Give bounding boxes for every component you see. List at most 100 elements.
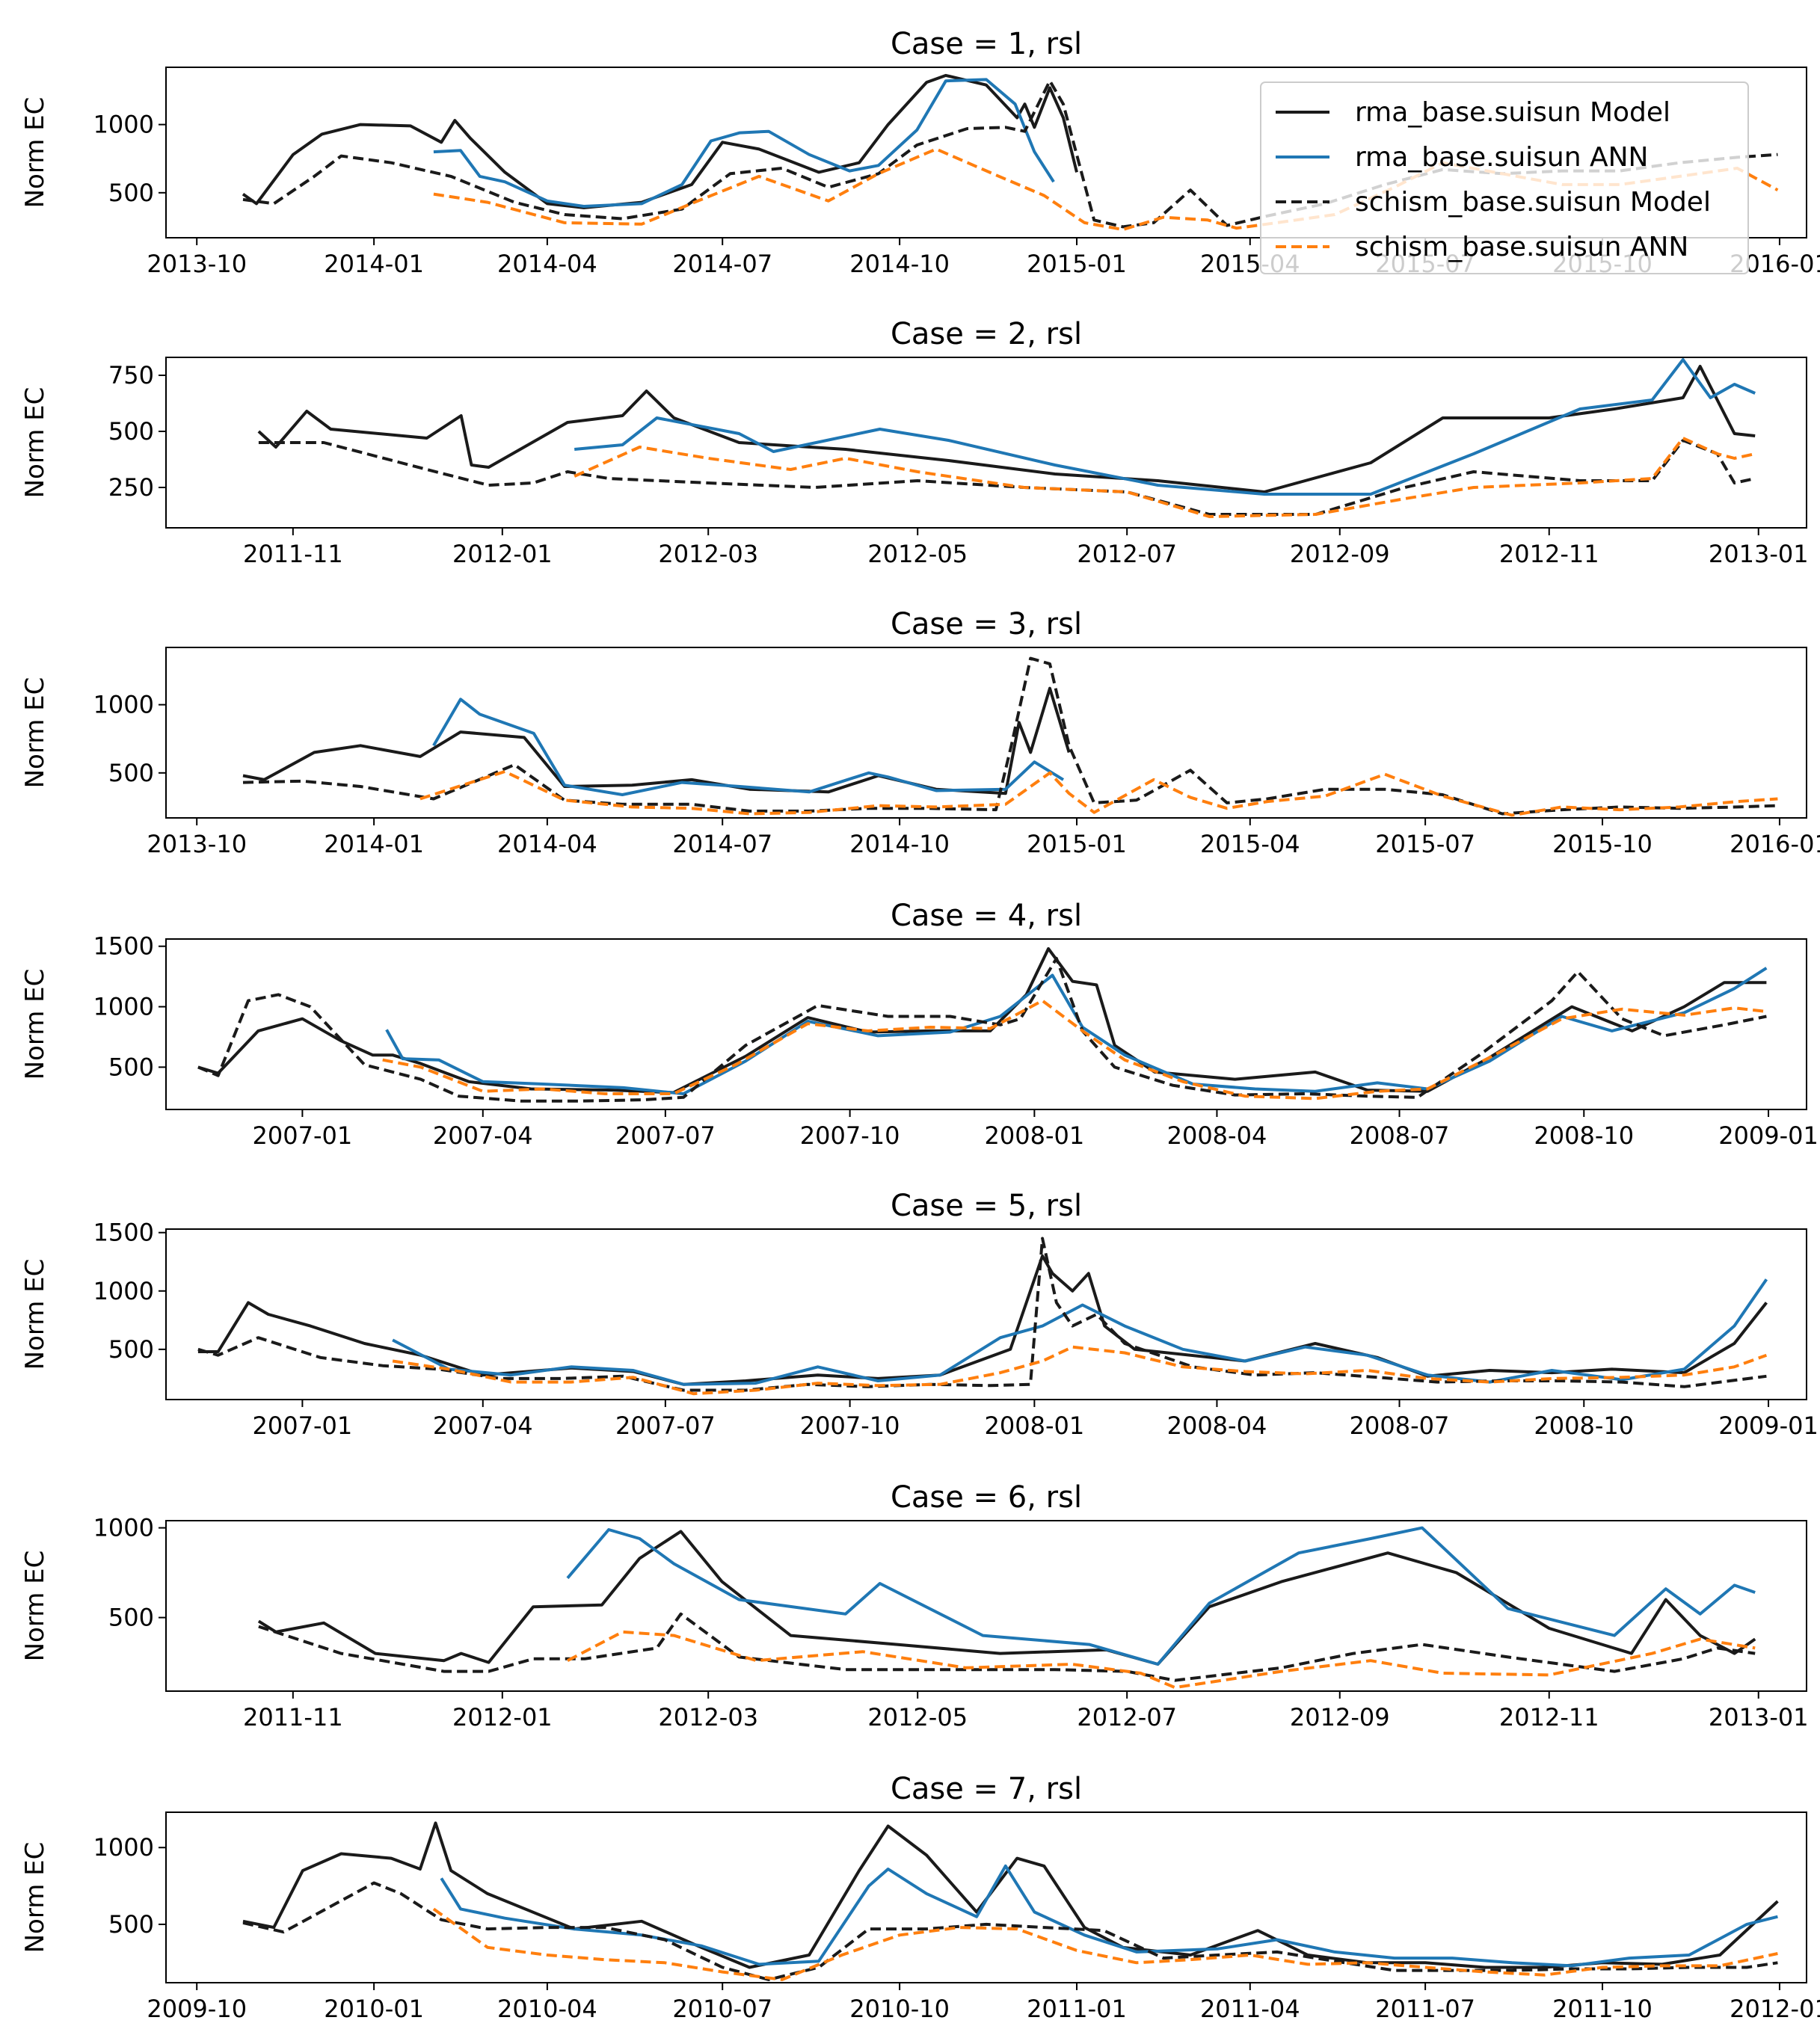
series-group: [257, 1526, 1756, 1690]
panel-7: Case = 7, rsl Norm EC 500 1000 2009-10 2010-0…: [20, 1772, 1820, 2023]
y-axis-label: Norm EC: [20, 969, 50, 1080]
axes-frame: [165, 67, 1807, 238]
series-group: [257, 358, 1756, 518]
axes-frame: [165, 938, 1807, 1110]
series-line-rma-base-suisun-ann: [566, 1526, 1756, 1666]
x-tick-label: 2015-01: [1027, 250, 1127, 278]
series-line-rma-base-suisun-model: [197, 1254, 1768, 1386]
series-line-rma-base-suisun-model: [257, 365, 1756, 493]
x-tick-label: 2012-07: [1077, 540, 1177, 568]
x-tick-label: 2011-07: [1375, 1995, 1475, 2023]
x-tick-label: 2013-01: [1709, 540, 1809, 568]
series-line-schism-base-suisun-ann: [382, 999, 1767, 1101]
x-tick-label: 2012-01: [452, 1703, 553, 1731]
y-tick-label: 750: [108, 361, 154, 390]
x-tick-label: 2007-04: [433, 1412, 533, 1440]
panel-6: Case = 6, rsl Norm EC 500 1000 2011-11 2012-0…: [20, 1480, 1809, 1731]
y-tick-label: 500: [108, 1335, 154, 1364]
x-tick-label: 2010-07: [672, 1995, 772, 2023]
x-tick-label: 2008-07: [1350, 1121, 1450, 1150]
axes-frame: [165, 357, 1807, 529]
y-tick-label: 1000: [93, 1514, 154, 1542]
x-tick-label: 2015-04: [1200, 830, 1300, 858]
legend: rma_base.suisun Model rma_base.suisun ANN…: [1260, 81, 1749, 274]
y-tick-label: 500: [108, 759, 154, 787]
x-tick-label: 2015-07: [1375, 830, 1475, 858]
y-axis-label: Norm EC: [20, 677, 50, 789]
panel-title: Case = 5, rsl: [891, 1189, 1082, 1223]
x-tick-label: 2009-10: [147, 1995, 247, 2023]
y-tick-label: 1000: [93, 111, 154, 139]
x-tick-label: 2009-01: [1718, 1412, 1819, 1440]
series-line-schism-base-suisun-ann: [392, 1345, 1768, 1396]
panel-2: Case = 2, rsl Norm EC 250 500 750 2011-11 2012…: [20, 317, 1809, 568]
x-tick-label: 2007-01: [253, 1412, 353, 1440]
y-axis-label: Norm EC: [20, 97, 50, 209]
series-line-rma-base-suisun-model: [242, 686, 1071, 795]
legend-box: [1260, 81, 1749, 274]
x-tick-label: 2012-05: [867, 1703, 968, 1731]
x-tick-label: 2014-07: [672, 830, 772, 858]
series-line-schism-base-suisun-model: [197, 1237, 1767, 1392]
x-tick-label: 2009-01: [1718, 1121, 1819, 1150]
y-tick-label: 250: [108, 473, 154, 502]
y-tick-label: 500: [108, 1053, 154, 1081]
y-axis-label: Norm EC: [20, 1842, 50, 1954]
y-axis-label: Norm EC: [20, 1259, 50, 1370]
y-tick-label: 1000: [93, 993, 154, 1021]
panel-title: Case = 3, rsl: [891, 607, 1082, 641]
series-line-rma-base-suisun-ann: [392, 1278, 1768, 1386]
x-tick-label: 2013-10: [147, 250, 247, 278]
x-tick-label: 2007-07: [615, 1121, 716, 1150]
x-tick-label: 2014-10: [849, 250, 950, 278]
panel-title: Case = 4, rsl: [891, 899, 1082, 933]
x-tick-label: 2014-10: [849, 830, 950, 858]
x-tick-label: 2007-07: [615, 1412, 716, 1440]
x-tick-label: 2007-10: [800, 1121, 900, 1150]
x-tick-label: 2016-01: [1730, 830, 1820, 858]
series-group: [242, 1821, 1779, 1981]
series-line-rma-base-suisun-model: [257, 1530, 1756, 1666]
x-tick-label: 2014-04: [497, 830, 597, 858]
x-tick-label: 2015-01: [1027, 830, 1127, 858]
x-tick-label: 2008-04: [1167, 1121, 1267, 1150]
series-line-schism-base-suisun-model: [258, 1612, 1756, 1682]
x-tick-label: 2007-10: [800, 1412, 900, 1440]
series-line-schism-base-suisun-model: [197, 956, 1767, 1103]
x-tick-label: 2012-03: [658, 540, 758, 568]
y-tick-label: 500: [108, 417, 154, 446]
panel-3: Case = 3, rsl Norm EC 500 1000 2013-10 2014-0…: [20, 607, 1820, 858]
x-tick-label: 2015-10: [1552, 830, 1653, 858]
series-line-rma-base-suisun-ann: [432, 698, 1065, 796]
y-tick-label: 500: [108, 1910, 154, 1939]
x-tick-label: 2012-11: [1499, 1703, 1599, 1731]
panel-5: Case = 5, rsl Norm EC 500 1000 1500 2007-01 20…: [20, 1189, 1819, 1440]
series-line-schism-base-suisun-model: [242, 1881, 1778, 1981]
series-line-schism-base-suisun-ann: [567, 1630, 1756, 1690]
y-tick-label: 1000: [93, 1833, 154, 1862]
series-group: [197, 1237, 1768, 1396]
x-tick-label: 2013-01: [1709, 1703, 1809, 1731]
panel-title: Case = 2, rsl: [891, 317, 1082, 351]
series-line-rma-base-suisun-ann: [433, 78, 1055, 208]
x-tick-label: 2008-07: [1350, 1412, 1450, 1440]
x-tick-label: 2010-10: [849, 1995, 950, 2023]
x-tick-label: 2013-10: [147, 830, 247, 858]
series-line-schism-base-suisun-ann: [419, 770, 1778, 817]
series-line-rma-base-suisun-model: [242, 73, 1078, 209]
x-tick-label: 2010-01: [324, 1995, 424, 2023]
series-line-schism-base-suisun-ann: [432, 1907, 1778, 1981]
series-line-rma-base-suisun-model: [242, 1821, 1779, 1969]
axes-frame: [165, 1228, 1807, 1400]
y-tick-label: 500: [108, 179, 154, 207]
y-axis-label: Norm EC: [20, 1551, 50, 1662]
x-tick-label: 2014-01: [324, 830, 424, 858]
series-line-schism-base-suisun-model: [242, 656, 1778, 816]
axes-frame: [165, 647, 1807, 819]
series-line-schism-base-suisun-ann: [574, 437, 1756, 518]
series-group: [197, 946, 1768, 1103]
x-tick-label: 2011-04: [1200, 1995, 1300, 2023]
x-tick-label: 2012-11: [1499, 540, 1599, 568]
y-tick-label: 500: [108, 1604, 154, 1632]
